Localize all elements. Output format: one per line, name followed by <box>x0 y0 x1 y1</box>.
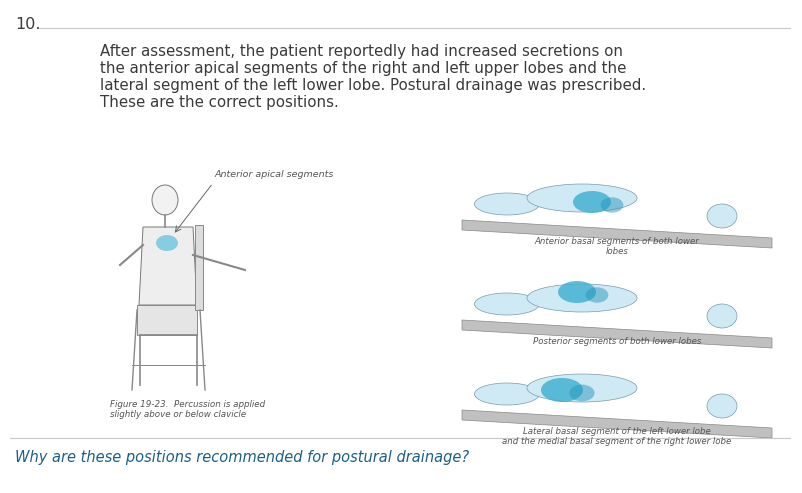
Ellipse shape <box>707 394 737 418</box>
Ellipse shape <box>573 191 611 213</box>
Ellipse shape <box>475 293 540 315</box>
Ellipse shape <box>152 185 178 215</box>
Ellipse shape <box>585 287 609 303</box>
Text: Anterior basal segments of both lower: Anterior basal segments of both lower <box>535 237 699 246</box>
Ellipse shape <box>558 281 596 303</box>
Ellipse shape <box>601 197 623 212</box>
Ellipse shape <box>707 304 737 328</box>
Ellipse shape <box>527 184 637 212</box>
Text: Lateral basal segment of the left lower lobe: Lateral basal segment of the left lower … <box>523 427 711 436</box>
Ellipse shape <box>475 383 540 405</box>
Polygon shape <box>462 320 772 348</box>
FancyBboxPatch shape <box>137 305 197 335</box>
Text: Why are these positions recommended for postural drainage?: Why are these positions recommended for … <box>15 450 469 465</box>
Text: Anterior apical segments: Anterior apical segments <box>215 170 334 179</box>
Ellipse shape <box>527 284 637 312</box>
Polygon shape <box>462 410 772 438</box>
Text: 10.: 10. <box>15 17 40 32</box>
Polygon shape <box>462 220 772 248</box>
Text: the anterior apical segments of the right and left upper lobes and the: the anterior apical segments of the righ… <box>100 61 626 76</box>
Text: Figure 19-23.  Percussion is applied: Figure 19-23. Percussion is applied <box>110 400 265 409</box>
Ellipse shape <box>475 193 540 215</box>
Ellipse shape <box>541 378 583 402</box>
Text: Posterior segments of both lower lobes: Posterior segments of both lower lobes <box>533 337 701 346</box>
Ellipse shape <box>707 204 737 228</box>
Polygon shape <box>139 227 197 305</box>
Text: slightly above or below clavicle: slightly above or below clavicle <box>110 410 246 419</box>
Ellipse shape <box>156 235 178 251</box>
Text: After assessment, the patient reportedly had increased secretions on: After assessment, the patient reportedly… <box>100 44 623 59</box>
Text: lateral segment of the left lower lobe. Postural drainage was prescribed.: lateral segment of the left lower lobe. … <box>100 78 646 93</box>
Text: and the medial basal segment of the right lower lobe: and the medial basal segment of the righ… <box>502 437 731 446</box>
Ellipse shape <box>569 385 594 401</box>
Ellipse shape <box>527 374 637 402</box>
Bar <box>195 225 203 310</box>
Text: lobes: lobes <box>606 247 629 256</box>
Text: These are the correct positions.: These are the correct positions. <box>100 95 338 110</box>
